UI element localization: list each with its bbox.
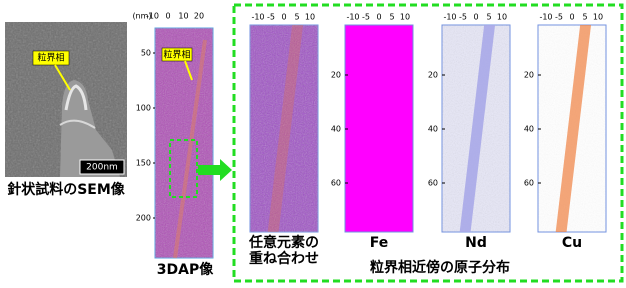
map-panel xyxy=(344,24,414,233)
sem-caption: 針状試料のSEM像 xyxy=(7,181,126,198)
sem-image xyxy=(5,22,127,177)
x-tick-label: -5 xyxy=(459,13,467,22)
y-tick-label: 50 xyxy=(141,49,151,58)
panel-label: Fe xyxy=(370,235,389,251)
maps-frame xyxy=(232,3,624,283)
y-tick-label: 200 xyxy=(136,214,151,223)
y-tick-label: 60 xyxy=(428,179,438,188)
y-tick-label: 40 xyxy=(331,125,341,134)
x-tick-label: -5 xyxy=(267,13,275,22)
sem-callout: 粒界相 xyxy=(37,52,64,64)
map-noise xyxy=(250,25,318,232)
panel-label: Cu xyxy=(562,235,582,251)
x-tick-label: 10 xyxy=(593,13,603,22)
x-tick-label: -10 xyxy=(346,13,359,22)
x-tick-label: 5 xyxy=(294,13,299,22)
y-tick-label: 20 xyxy=(428,71,438,80)
x-tick-label: 0 xyxy=(165,12,170,21)
x-tick-label: 10 xyxy=(497,13,507,22)
x-tick-label: 0 xyxy=(376,13,381,22)
y-tick-label: 60 xyxy=(331,179,341,188)
x-tick-label: 5 xyxy=(486,13,491,22)
x-tick-label: 0 xyxy=(473,13,478,22)
x-tick-label: -10 xyxy=(539,13,552,22)
scale-bar: 200nm xyxy=(86,163,118,173)
x-tick-label: 0 xyxy=(569,13,574,22)
panel-label: 任意元素の xyxy=(248,234,319,251)
y-tick-label: 60 xyxy=(524,179,534,188)
x-tick-label: 5 xyxy=(389,13,394,22)
dap-callout: 粒界相 xyxy=(163,49,190,61)
x-tick-label: -5 xyxy=(362,13,370,22)
x-tick-label: -10 xyxy=(251,13,264,22)
x-tick-label: -10 xyxy=(146,12,159,21)
x-tick-label: -10 xyxy=(443,13,456,22)
maps-caption: 粒界相近傍の原子分布 xyxy=(370,259,510,276)
x-tick-label: 10 xyxy=(400,13,410,22)
boundary-band xyxy=(555,25,592,232)
dap-caption: 3DAP像 xyxy=(157,261,214,278)
x-tick-label: -5 xyxy=(555,13,563,22)
boundary-band xyxy=(267,25,304,232)
panel-label: Nd xyxy=(465,235,487,251)
y-tick-label: 40 xyxy=(428,125,438,134)
y-tick-label: 20 xyxy=(524,71,534,80)
y-tick-label: 20 xyxy=(331,71,341,80)
x-tick-label: 10 xyxy=(178,12,188,21)
y-tick-label: 40 xyxy=(524,125,534,134)
x-tick-label: 0 xyxy=(281,13,286,22)
x-tick-label: 5 xyxy=(582,13,587,22)
panel-label: 重ね合わせ xyxy=(249,250,319,267)
y-tick-label: 150 xyxy=(136,159,151,168)
dap-unit: (nm) xyxy=(132,12,151,21)
dap-image xyxy=(154,27,232,259)
boundary-band xyxy=(459,25,496,232)
x-tick-label: 20 xyxy=(194,12,204,21)
x-tick-label: 10 xyxy=(305,13,315,22)
y-tick-label: 100 xyxy=(136,104,151,113)
